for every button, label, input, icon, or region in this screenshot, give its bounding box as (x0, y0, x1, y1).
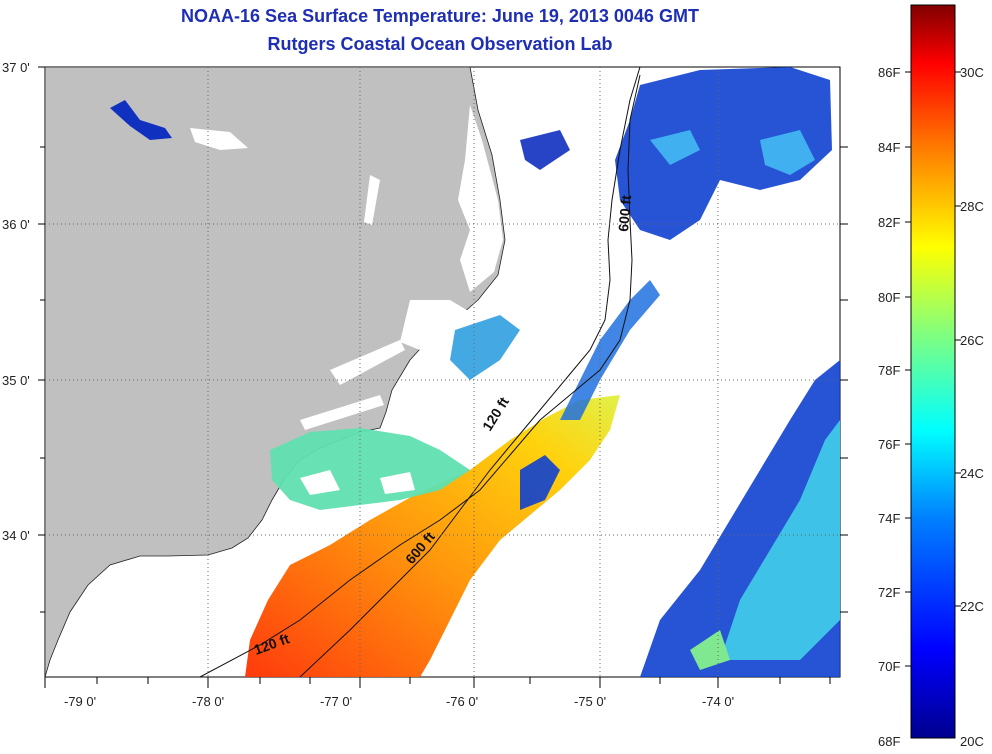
colorbar-f-label: 86F (878, 65, 900, 80)
cool-filament (520, 130, 570, 170)
colorbar-f-label: 80F (878, 290, 900, 305)
colorbar-f-label: 78F (878, 363, 900, 378)
offshore-patch (760, 130, 815, 175)
lat-label: 35 0' (2, 373, 30, 388)
lon-label: -74 0' (702, 694, 734, 709)
page-title: NOAA-16 Sea Surface Temperature: June 19… (181, 6, 699, 26)
colorbar-c-label: 30C (960, 65, 984, 80)
cloud-gap (380, 472, 415, 494)
colorbar-c-label: 28C (960, 199, 984, 214)
river (364, 175, 380, 225)
cloud-gap (300, 470, 340, 495)
lon-label: -76 0' (446, 694, 478, 709)
lat-label: 34 0' (2, 528, 30, 543)
sound-water-south (400, 300, 470, 350)
offshore-patch (650, 130, 700, 165)
isobath-120ft (199, 74, 641, 677)
colorbar-f-label: 70F (878, 659, 900, 674)
lon-label: -75 0' (574, 694, 606, 709)
offshore-warm-patch (720, 420, 840, 660)
lon-label: -79 0' (64, 694, 96, 709)
colorbar-f-label: 82F (878, 215, 900, 230)
offshore-patch (690, 630, 730, 670)
lake (190, 128, 248, 150)
graticule (45, 67, 840, 677)
river (300, 395, 384, 430)
colorbar-f-label: 68F (878, 734, 900, 749)
colorbar-f-label: 84F (878, 140, 900, 155)
cool-filament (520, 455, 560, 510)
cool-filament (560, 280, 660, 420)
lat-label: 36 0' (2, 217, 30, 232)
colorbar-f-label: 72F (878, 585, 900, 600)
offshore-cold-region-north (615, 67, 832, 240)
lon-label: -78 0' (192, 694, 224, 709)
warm-water-region (245, 395, 620, 677)
colorbar-c-label: 24C (960, 466, 984, 481)
colorbar-c-label: 20C (960, 734, 984, 749)
colorbar-c-label: 26C (960, 333, 984, 348)
lat-label: 37 0' (2, 60, 30, 75)
river (330, 340, 405, 385)
colorbar-f-label: 74F (878, 511, 900, 526)
colorbar-c-label: 22C (960, 599, 984, 614)
axis-ticks (38, 66, 848, 688)
cool-filament (450, 315, 520, 380)
colorbar-f-label: 76F (878, 437, 900, 452)
sound-water (458, 105, 503, 292)
page-subtitle: Rutgers Coastal Ocean Observation Lab (267, 34, 613, 54)
contour-label-600ft: 600 ft (615, 194, 634, 232)
colorbar-ticks (905, 71, 961, 667)
colorbar (910, 4, 956, 739)
lon-label: -77 0' (320, 694, 352, 709)
reservoir (110, 100, 172, 140)
